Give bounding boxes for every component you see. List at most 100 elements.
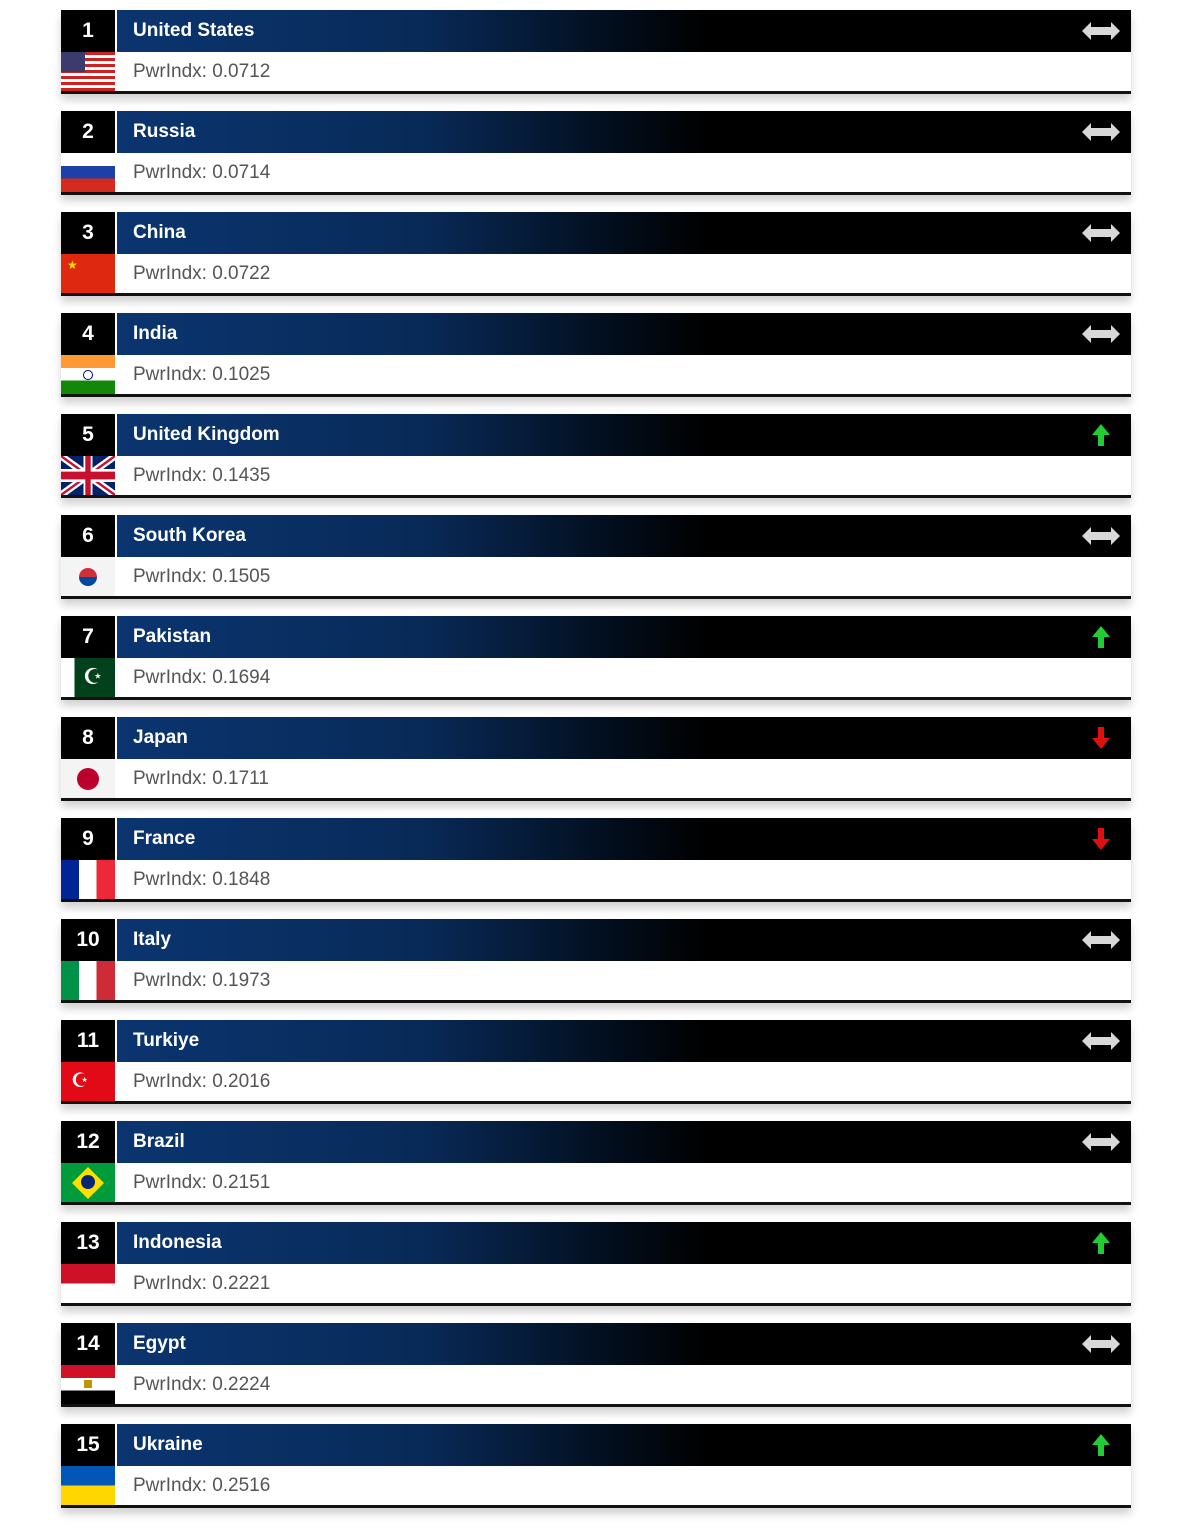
- rank-number: 2: [61, 111, 115, 153]
- ranking-row[interactable]: 14 Egypt PwrIndx: 0.2224: [61, 1323, 1131, 1407]
- country-header: Turkiye: [115, 1020, 1131, 1062]
- country-name[interactable]: Brazil: [133, 1131, 185, 1152]
- rank-number: 6: [61, 515, 115, 557]
- power-index-value: PwrIndx: 0.1694: [133, 667, 271, 688]
- country-header: Pakistan: [115, 616, 1131, 658]
- flag-cn-icon: ★: [61, 254, 115, 293]
- ranking-row[interactable]: 9 France PwrIndx: 0.1848: [61, 818, 1131, 902]
- ranking-row[interactable]: 6 South Korea PwrIndx: 0.1505: [61, 515, 1131, 599]
- country-name[interactable]: Egypt: [133, 1333, 186, 1354]
- power-index-row: PwrIndx: 0.1435: [115, 456, 1131, 495]
- country-header: India: [115, 313, 1131, 355]
- ranking-row[interactable]: 3 ★ China PwrIndx: 0.0722: [61, 212, 1131, 296]
- country-header: Egypt: [115, 1323, 1131, 1365]
- unchanged-arrows-icon: [1081, 322, 1121, 346]
- country-header: Indonesia: [115, 1222, 1131, 1264]
- country-name[interactable]: South Korea: [133, 525, 246, 546]
- power-index-value: PwrIndx: 0.1848: [133, 869, 271, 890]
- power-index-row: PwrIndx: 0.0714: [115, 153, 1131, 192]
- country-name[interactable]: Indonesia: [133, 1232, 222, 1253]
- ranking-row[interactable]: 11 ☪ Turkiye PwrIndx: 0.2016: [61, 1020, 1131, 1104]
- power-index-row: PwrIndx: 0.2151: [115, 1163, 1131, 1202]
- arrow-up-icon: [1081, 1433, 1121, 1457]
- power-index-value: PwrIndx: 0.0714: [133, 162, 271, 183]
- country-name[interactable]: Pakistan: [133, 626, 212, 647]
- rank-number: 10: [61, 919, 115, 961]
- country-header: Brazil: [115, 1121, 1131, 1163]
- ranking-row[interactable]: 1 United States PwrIndx: 0.0712: [61, 10, 1131, 94]
- power-index-row: PwrIndx: 0.2221: [115, 1264, 1131, 1303]
- ranking-row[interactable]: 7 ☪ Pakistan PwrIndx: 0.1694: [61, 616, 1131, 700]
- ranking-row[interactable]: 13 Indonesia PwrIndx: 0.2221: [61, 1222, 1131, 1306]
- power-index-row: PwrIndx: 0.1848: [115, 860, 1131, 899]
- country-name[interactable]: India: [133, 323, 178, 344]
- country-name[interactable]: United Kingdom: [133, 424, 280, 445]
- ranking-row[interactable]: 8 Japan PwrIndx: 0.1711: [61, 717, 1131, 801]
- power-index-value: PwrIndx: 0.0722: [133, 263, 271, 284]
- unchanged-arrows-icon: [1081, 1029, 1121, 1053]
- ranking-row[interactable]: 15 Ukraine PwrIndx: 0.2516: [61, 1424, 1131, 1508]
- rank-number: 4: [61, 313, 115, 355]
- country-name[interactable]: Turkiye: [133, 1030, 200, 1051]
- power-index-row: PwrIndx: 0.0722: [115, 254, 1131, 293]
- flag-ua-icon: [61, 1466, 115, 1505]
- power-index-value: PwrIndx: 0.1973: [133, 970, 271, 991]
- power-index-value: PwrIndx: 0.1435: [133, 465, 271, 486]
- country-header: United States: [115, 10, 1131, 52]
- unchanged-arrows-icon: [1081, 120, 1121, 144]
- flag-br-icon: [61, 1163, 115, 1202]
- country-name[interactable]: France: [133, 828, 196, 849]
- power-index-row: PwrIndx: 0.0712: [115, 52, 1131, 91]
- country-name[interactable]: Japan: [133, 727, 188, 748]
- ranking-row[interactable]: 2 Russia PwrIndx: 0.0714: [61, 111, 1131, 195]
- power-index-row: PwrIndx: 0.1505: [115, 557, 1131, 596]
- ranking-list: 1 United States PwrIndx: 0.0712 2 Russia PwrI…: [61, 10, 1131, 1525]
- flag-ru-icon: [61, 153, 115, 192]
- power-index-row: PwrIndx: 0.1025: [115, 355, 1131, 394]
- ranking-row[interactable]: 10 Italy PwrIndx: 0.1973: [61, 919, 1131, 1003]
- power-index-row: PwrIndx: 0.1973: [115, 961, 1131, 1000]
- power-index-row: PwrIndx: 0.2016: [115, 1062, 1131, 1101]
- country-header: Ukraine: [115, 1424, 1131, 1466]
- rank-number: 9: [61, 818, 115, 860]
- rank-number: 15: [61, 1424, 115, 1466]
- country-header: South Korea: [115, 515, 1131, 557]
- power-index-value: PwrIndx: 0.2016: [133, 1071, 271, 1092]
- power-index-value: PwrIndx: 0.0712: [133, 61, 271, 82]
- ranking-row[interactable]: 4 India PwrIndx: 0.1025: [61, 313, 1131, 397]
- unchanged-arrows-icon: [1081, 221, 1121, 245]
- power-index-value: PwrIndx: 0.1025: [133, 364, 271, 385]
- power-index-value: PwrIndx: 0.1505: [133, 566, 271, 587]
- power-index-value: PwrIndx: 0.2151: [133, 1172, 271, 1193]
- power-index-value: PwrIndx: 0.2224: [133, 1374, 271, 1395]
- rank-number: 3: [61, 212, 115, 254]
- arrow-down-icon: [1081, 827, 1121, 851]
- unchanged-arrows-icon: [1081, 928, 1121, 952]
- rank-number: 12: [61, 1121, 115, 1163]
- country-name[interactable]: United States: [133, 20, 255, 41]
- flag-gb-icon: [61, 456, 115, 495]
- arrow-up-icon: [1081, 625, 1121, 649]
- country-header: Japan: [115, 717, 1131, 759]
- flag-tr-icon: ☪: [61, 1062, 115, 1101]
- arrow-up-icon: [1081, 1231, 1121, 1255]
- country-name[interactable]: Italy: [133, 929, 172, 950]
- power-index-row: PwrIndx: 0.1711: [115, 759, 1131, 798]
- power-index-row: PwrIndx: 0.2516: [115, 1466, 1131, 1505]
- flag-eg-icon: [61, 1365, 115, 1404]
- arrow-up-icon: [1081, 423, 1121, 447]
- country-name[interactable]: Russia: [133, 121, 196, 142]
- ranking-row[interactable]: 12 Brazil PwrIndx: 0.2151: [61, 1121, 1131, 1205]
- unchanged-arrows-icon: [1081, 524, 1121, 548]
- country-name[interactable]: Ukraine: [133, 1434, 203, 1455]
- country-name[interactable]: China: [133, 222, 186, 243]
- arrow-down-icon: [1081, 726, 1121, 750]
- rank-number: 13: [61, 1222, 115, 1264]
- ranking-row[interactable]: 5 United Kingdom PwrIndx: 0.1435: [61, 414, 1131, 498]
- flag-kr-icon: [61, 557, 115, 596]
- power-index-value: PwrIndx: 0.2516: [133, 1475, 271, 1496]
- country-header: Italy: [115, 919, 1131, 961]
- rank-number: 7: [61, 616, 115, 658]
- flag-fr-icon: [61, 860, 115, 899]
- rank-number: 5: [61, 414, 115, 456]
